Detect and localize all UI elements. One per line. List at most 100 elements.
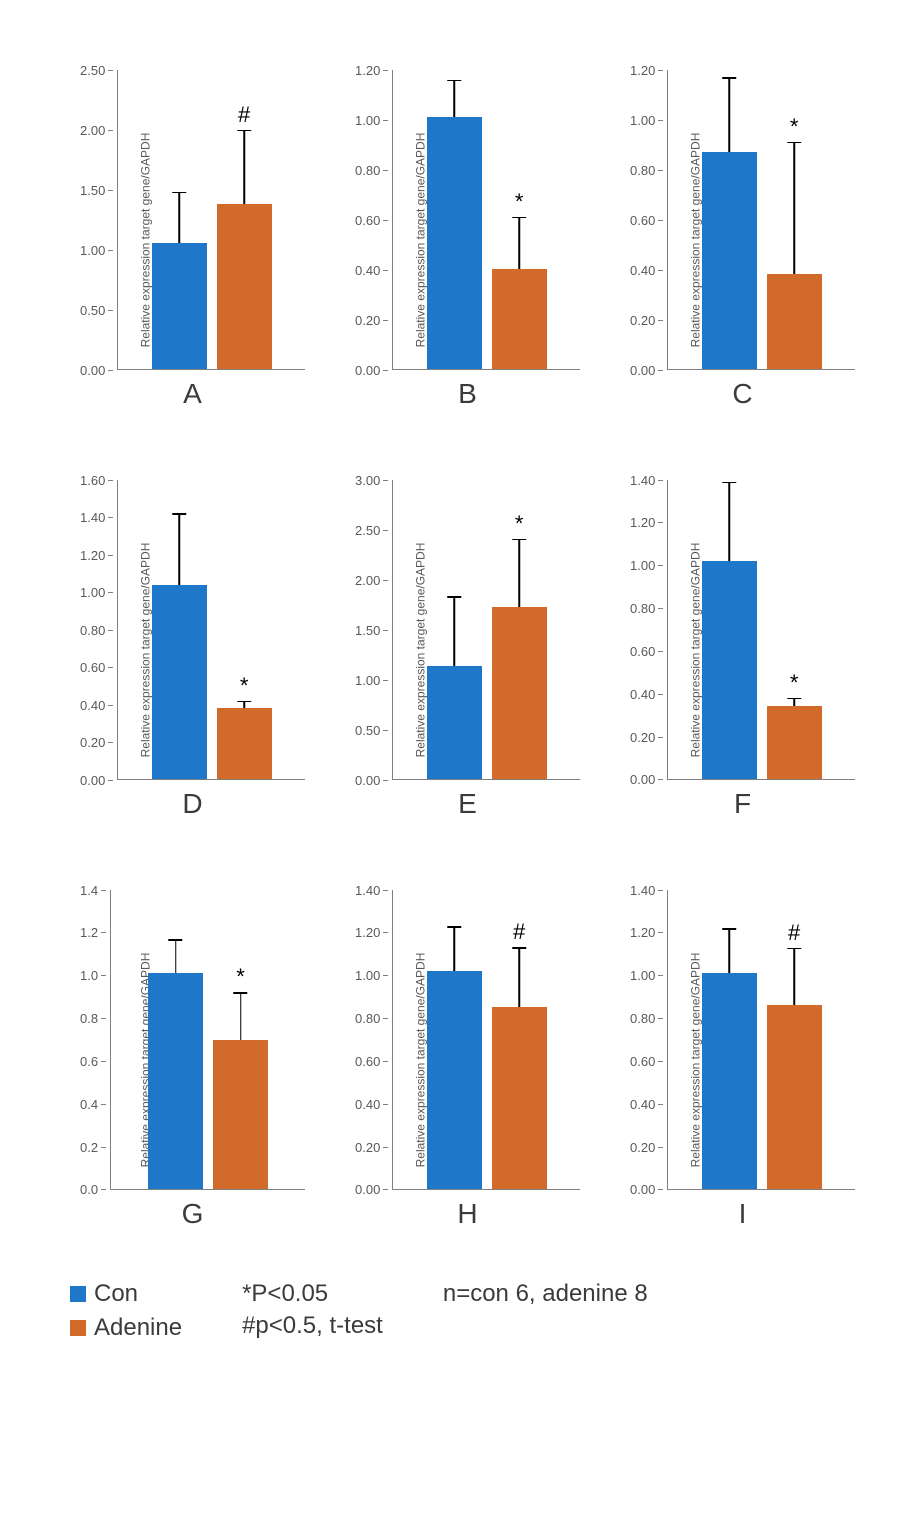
legend-row: Con Adenine *P<0.05 #p<0.5, t-test n=con 6… [20,1250,885,1362]
legend-items: Con Adenine [70,1280,182,1342]
legend-item: Con [70,1280,182,1308]
panel-label: B [355,378,580,410]
error-bar [728,928,730,973]
bar-con [152,243,207,369]
bar-con [427,666,482,779]
panel-label: H [355,1198,580,1230]
bars: * [393,70,580,369]
bar-adenine: # [767,1005,822,1189]
panel-label: D [80,788,305,820]
error-bar [728,482,730,561]
chart-box: # [667,890,855,1190]
legend-label: Con [94,1280,138,1308]
y-axis: 1.401.201.000.800.600.400.200.00 [355,890,392,1190]
plot-area: 1.201.000.800.600.400.200.00 * [630,70,855,370]
plot-area: 1.401.201.000.800.600.400.200.00 * [630,480,855,780]
bar-adenine: * [217,708,272,779]
significance-marker: # [513,921,525,943]
panel-label: A [80,378,305,410]
significance-marker: # [238,104,250,126]
panel-G: Relative expression target gene/GAPDH1.4… [50,890,305,1230]
y-axis: 1.401.201.000.800.600.400.200.00 [630,890,667,1190]
error-bar [793,698,795,707]
n-text: n=con 6, adenine 8 [443,1280,648,1308]
bar-con [702,152,757,369]
error-bar [518,217,520,270]
bar-con [427,971,482,1189]
error-bar [243,130,245,204]
error-bar [793,142,795,275]
error-bar [793,948,795,1006]
significance-marker: * [515,191,524,213]
bars: * [668,480,855,779]
bars: * [111,890,305,1189]
y-axis: 1.201.000.800.600.400.200.00 [355,70,392,370]
panel-H: Relative expression target gene/GAPDH1.4… [325,890,580,1230]
stats-note: #p<0.5, t-test [242,1312,383,1340]
chart-box: * [117,480,305,780]
plot-area: 2.502.001.501.000.500.00 # [80,70,305,370]
error-bar [175,939,177,973]
stats-note: *P<0.05 [242,1280,383,1308]
chart-box: * [667,70,855,370]
significance-marker: * [236,966,245,988]
bar-adenine: * [492,269,547,369]
bar-adenine: * [767,274,822,369]
figure-grid: Relative expression target gene/GAPDH2.5… [20,30,885,1250]
bar-adenine: * [213,1040,268,1190]
error-bar [240,992,242,1039]
panel-label: I [630,1198,855,1230]
error-bar [243,701,245,709]
bar-con [427,117,482,369]
panel-C: Relative expression target gene/GAPDH1.2… [600,70,855,410]
panel-I: Relative expression target gene/GAPDH1.4… [600,890,855,1230]
chart-box: * [667,480,855,780]
bars: * [393,480,580,779]
panel-D: Relative expression target gene/GAPDH1.6… [50,480,305,820]
y-axis: 1.41.21.00.80.60.40.20.0 [80,890,110,1190]
plot-area: 1.401.201.000.800.600.400.200.00 # [355,890,580,1190]
panel-label: C [630,378,855,410]
plot-area: 1.601.401.201.000.800.600.400.200.00 * [80,480,305,780]
bars: * [118,480,305,779]
plot-area: 1.401.201.000.800.600.400.200.00 # [630,890,855,1190]
chart-box: * [110,890,305,1190]
bar-adenine: * [767,706,822,779]
bar-con [702,561,757,779]
bar-con [702,973,757,1189]
bars: # [668,890,855,1189]
error-bar [178,192,180,244]
panel-label: E [355,788,580,820]
panel-A: Relative expression target gene/GAPDH2.5… [50,70,305,410]
panel-label: G [80,1198,305,1230]
plot-area: 3.002.502.001.501.000.500.00 * [355,480,580,780]
bars: * [668,70,855,369]
error-bar [453,596,455,666]
y-axis: 1.201.000.800.600.400.200.00 [630,70,667,370]
significance-marker: * [240,675,249,697]
stats-notes: *P<0.05 #p<0.5, t-test [242,1280,383,1340]
y-axis: 1.601.401.201.000.800.600.400.200.00 [80,480,117,780]
error-bar [178,513,180,584]
error-bar [728,77,730,152]
plot-area: 1.41.21.00.80.60.40.20.0 * [80,890,305,1190]
plot-area: 1.201.000.800.600.400.200.00 * [355,70,580,370]
bar-con [152,585,207,779]
bar-adenine: # [492,1007,547,1189]
error-bar [518,539,520,607]
y-axis: 2.502.001.501.000.500.00 [80,70,117,370]
significance-marker: * [790,672,799,694]
error-bar [518,947,520,1007]
legend-swatch [70,1286,86,1302]
error-bar [453,926,455,971]
y-axis: 1.401.201.000.800.600.400.200.00 [630,480,667,780]
significance-marker: * [515,513,524,535]
chart-box: * [392,70,580,370]
significance-marker: # [788,922,800,944]
panel-E: Relative expression target gene/GAPDH3.0… [325,480,580,820]
legend-swatch [70,1320,86,1336]
chart-box: # [392,890,580,1190]
legend-label: Adenine [94,1314,182,1342]
bar-adenine: # [217,204,272,369]
y-axis: 3.002.502.001.501.000.500.00 [355,480,392,780]
